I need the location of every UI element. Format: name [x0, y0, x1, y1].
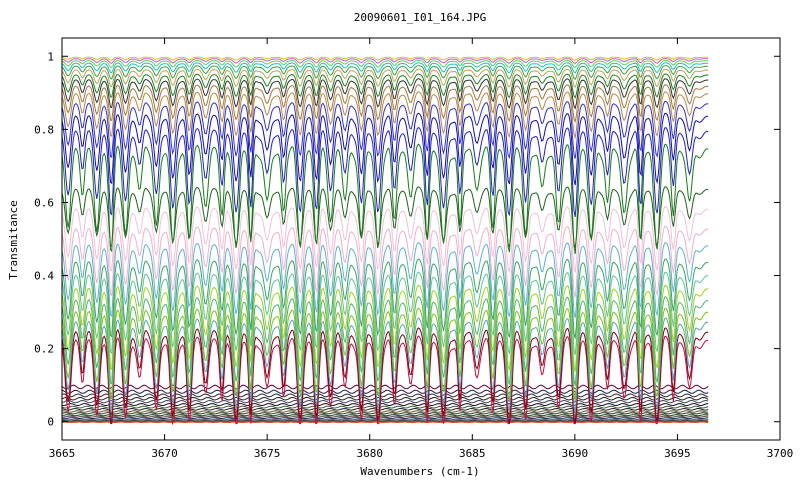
series-line [62, 416, 708, 417]
y-tick-label: 0.2 [34, 343, 54, 356]
y-tick-label: 0.6 [34, 196, 54, 209]
y-tick-label: 1 [47, 50, 54, 63]
y-axis-label: Transmitance [7, 200, 20, 279]
x-tick-label: 3700 [767, 447, 794, 460]
y-tick-label: 0.8 [34, 123, 54, 136]
x-tick-label: 3670 [151, 447, 178, 460]
x-tick-label: 3695 [664, 447, 691, 460]
x-tick-label: 3690 [562, 447, 589, 460]
x-tick-label: 3675 [254, 447, 281, 460]
x-tick-label: 3680 [356, 447, 383, 460]
series-line [62, 420, 708, 421]
x-axis-label: Wavenumbers (cm-1) [360, 465, 479, 478]
y-tick-label: 0.4 [34, 270, 54, 283]
chart-title: 20090601_I01_164.JPG [354, 11, 486, 24]
y-tick-label: 0 [47, 416, 54, 429]
x-tick-label: 3665 [49, 447, 76, 460]
x-tick-label: 3685 [459, 447, 486, 460]
